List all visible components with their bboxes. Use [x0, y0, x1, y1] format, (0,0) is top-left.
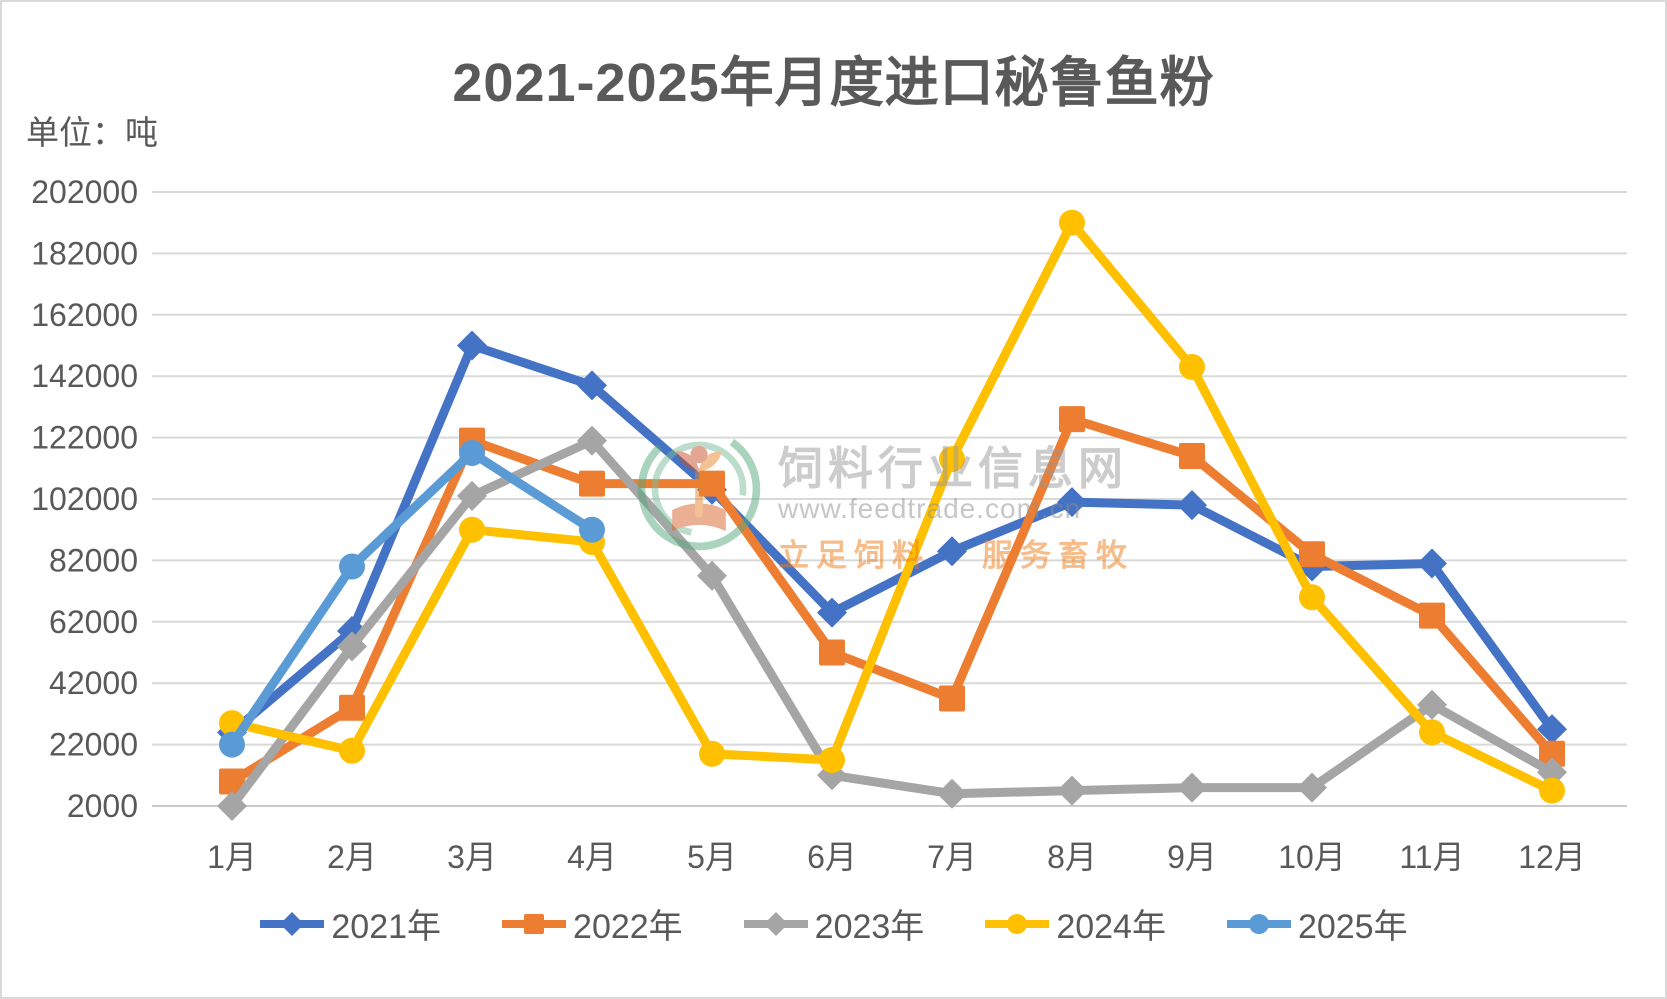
series-marker: [1417, 548, 1447, 579]
chart-legend: 2021年 2022年 2023年 2024年 2025年: [2, 899, 1665, 948]
series-line-2023年: [227, 436, 1557, 811]
series-marker: [1177, 490, 1207, 521]
series-marker: [1177, 772, 1207, 803]
series-marker: [1059, 209, 1085, 236]
x-axis-tick-label: 6月: [807, 839, 857, 875]
chart-title: 2021-2025年月度进口秘鲁鱼粉: [452, 53, 1215, 113]
legend-swatch: [1226, 913, 1291, 934]
series-marker: [577, 425, 607, 456]
y-axis-tick-label: 22000: [49, 727, 138, 763]
legend-swatch: [985, 913, 1050, 934]
series-marker: [280, 911, 305, 936]
series-marker: [1419, 719, 1445, 746]
legend-label: 2024年: [1056, 908, 1166, 946]
legend-swatch: [260, 911, 325, 936]
legend-item-2022年: 2022年: [501, 899, 683, 948]
series-marker: [1297, 772, 1327, 803]
series-marker: [937, 536, 967, 567]
x-axis-tick-label: 8月: [1047, 839, 1097, 875]
series-marker: [1537, 714, 1567, 745]
series-marker: [763, 911, 788, 936]
series-marker: [337, 631, 367, 662]
y-axis-tick-label: 162000: [31, 297, 138, 333]
legend-swatch: [502, 913, 567, 934]
legend-item-2024年: 2024年: [984, 899, 1166, 948]
series-marker: [579, 516, 605, 543]
series-marker: [1057, 775, 1087, 806]
series-marker: [819, 639, 845, 666]
y-axis-tick-label: 82000: [49, 542, 138, 578]
x-axis-tick-label: 10月: [1278, 839, 1346, 875]
series-marker: [459, 439, 485, 466]
series-2023年: [217, 425, 1567, 821]
unit-label: 单位：吨: [26, 114, 158, 151]
series-marker: [819, 746, 845, 773]
series-marker: [577, 370, 607, 401]
series-marker: [1057, 487, 1087, 518]
series-marker: [937, 778, 967, 809]
series-2021年: [217, 330, 1567, 748]
series-marker: [699, 740, 725, 767]
series-marker: [524, 913, 545, 934]
series-marker: [1179, 443, 1205, 470]
y-axis-tick-label: 102000: [31, 481, 138, 517]
series-line-2024年: [227, 218, 1557, 796]
legend-label: 2021年: [331, 908, 442, 946]
series-marker: [1179, 353, 1205, 380]
series-marker: [1059, 406, 1085, 433]
x-axis-tick-label: 4月: [567, 839, 617, 875]
series-2025年: [219, 439, 605, 758]
series-marker: [457, 480, 487, 511]
series-marker: [1537, 757, 1567, 788]
legend-item-2023年: 2023年: [743, 899, 925, 948]
legend-label: 2023年: [814, 908, 925, 946]
y-axis-tick-label: 62000: [49, 604, 138, 640]
series-marker: [219, 731, 245, 758]
y-axis-tick-label: 182000: [31, 235, 138, 271]
series-marker: [1007, 913, 1028, 934]
series-marker: [339, 694, 365, 721]
series-marker: [219, 768, 245, 795]
series-marker: [457, 330, 487, 361]
x-axis-tick-label: 9月: [1167, 839, 1217, 875]
x-axis-tick-label: 1月: [207, 839, 257, 875]
series-marker: [1419, 602, 1445, 629]
y-axis-tick-label: 142000: [31, 358, 138, 394]
series-marker: [817, 597, 847, 628]
x-axis-tick-label: 3月: [447, 839, 497, 875]
series-marker: [1539, 740, 1565, 767]
series-marker: [1417, 689, 1447, 720]
series-marker: [939, 685, 965, 712]
legend-swatch: [743, 911, 808, 936]
series-marker: [697, 560, 727, 591]
series-marker: [459, 516, 485, 543]
series-marker: [339, 737, 365, 764]
x-axis-tick-label: 5月: [687, 839, 737, 875]
series-line-2025年: [227, 448, 597, 750]
series-marker: [1539, 777, 1565, 804]
series-line-2022年: [227, 414, 1557, 786]
x-axis-tick-label: 7月: [927, 839, 977, 875]
legend-item-2025年: 2025年: [1226, 899, 1408, 948]
x-axis-tick-label: 2月: [327, 839, 377, 875]
series-marker: [1248, 913, 1269, 934]
y-axis-tick-label: 202000: [31, 174, 138, 210]
series-marker: [579, 470, 605, 497]
series-marker: [217, 791, 247, 821]
series-marker: [939, 446, 965, 473]
legend-item-2021年: 2021年: [259, 899, 441, 948]
y-axis-tick-label: 42000: [49, 665, 138, 701]
x-axis-tick-label: 11月: [1399, 839, 1464, 875]
y-axis-tick-label: 122000: [31, 420, 138, 456]
series-marker: [1299, 584, 1325, 611]
series-marker: [699, 470, 725, 497]
series-marker: [339, 553, 365, 580]
legend-label: 2025年: [1297, 908, 1408, 946]
x-axis-tick-label: 12月: [1518, 839, 1586, 875]
y-axis-tick-label: 2000: [67, 788, 138, 824]
series-marker: [1299, 541, 1325, 568]
legend-label: 2022年: [573, 908, 683, 946]
